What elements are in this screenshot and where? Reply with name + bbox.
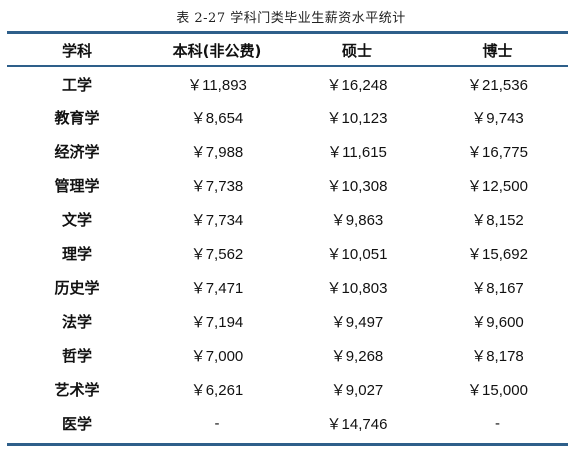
table-body: 工学 ￥11,893 ￥16,248 ￥21,536 教育学 ￥8,654 ￥1… (7, 66, 568, 440)
discipline-cell: 哲学 (61, 346, 92, 365)
discipline-cell: 艺术学 (54, 380, 100, 399)
doctor-salary-cell: ￥16,775 (467, 143, 528, 161)
bachelor-salary-cell: ￥7,471 (190, 279, 244, 297)
doctor-salary-cell: ￥8,167 (471, 279, 524, 297)
table-row: 法学 ￥7,194 ￥9,497 ￥9,600 (7, 304, 568, 338)
discipline-cell: 医学 (61, 414, 92, 433)
header-doctor: 博士 (482, 41, 513, 60)
table-row: 经济学 ￥7,988 ￥11,615 ￥16,775 (7, 134, 568, 168)
discipline-cell: 工学 (61, 75, 92, 94)
table-row: 艺术学 ￥6,261 ￥9,027 ￥15,000 (7, 372, 568, 406)
table-row: 文学 ￥7,734 ￥9,863 ￥8,152 (7, 202, 568, 236)
master-salary-cell: ￥10,803 (326, 279, 388, 297)
discipline-cell: 经济学 (54, 142, 100, 161)
bachelor-salary-cell: ￥7,734 (190, 211, 244, 229)
bachelor-salary-cell: ￥11,893 (187, 76, 247, 94)
doctor-salary-cell: ￥12,500 (467, 177, 528, 195)
table-row: 理学 ￥7,562 ￥10,051 ￥15,692 (7, 236, 568, 270)
bachelor-salary-cell: ￥8,654 (190, 109, 244, 127)
salary-table: 学科 本科(非公费) 硕士 博士 工学 ￥11,893 ￥16,248 ￥21,… (7, 34, 568, 440)
bachelor-salary-cell: ￥7,562 (190, 245, 244, 263)
bachelor-salary-cell: ￥7,738 (190, 177, 244, 195)
master-salary-cell: ￥9,863 (330, 211, 384, 229)
table-bottom-rule (7, 443, 568, 446)
bachelor-salary-cell: ￥7,194 (190, 313, 244, 331)
master-salary-cell: ￥10,051 (326, 245, 388, 263)
header-bachelor: 本科(非公费) (172, 41, 262, 60)
doctor-salary-cell: ￥15,692 (467, 245, 528, 263)
header-discipline: 学科 (61, 41, 92, 60)
bachelor-salary-cell: ￥7,000 (190, 347, 244, 365)
discipline-cell: 教育学 (54, 108, 100, 127)
discipline-cell: 历史学 (54, 278, 100, 297)
doctor-salary-cell: ￥9,600 (471, 313, 524, 331)
bachelor-salary-cell: ￥6,261 (190, 381, 244, 399)
bachelor-salary-cell: - (214, 414, 220, 432)
table-top-rule (7, 31, 568, 34)
discipline-cell: 管理学 (54, 176, 100, 195)
discipline-cell: 文学 (61, 210, 92, 229)
master-salary-cell: ￥9,268 (330, 347, 384, 365)
master-salary-cell: ￥9,027 (330, 381, 384, 399)
doctor-salary-cell: ￥8,178 (471, 347, 524, 365)
doctor-salary-cell: ￥15,000 (467, 381, 528, 399)
table-row: 医学 - ￥14,746 - (7, 406, 568, 440)
doctor-salary-cell: ￥21,536 (467, 76, 528, 94)
master-salary-cell: ￥10,123 (326, 109, 388, 127)
table-row: 哲学 ￥7,000 ￥9,268 ￥8,178 (7, 338, 568, 372)
doctor-salary-cell: ￥9,743 (471, 109, 524, 127)
table-caption: 表 2-27 学科门类毕业生薪资水平统计 (176, 11, 406, 26)
table-row: 历史学 ￥7,471 ￥10,803 ￥8,167 (7, 270, 568, 304)
table-row: 管理学 ￥7,738 ￥10,308 ￥12,500 (7, 168, 568, 202)
table-row: 工学 ￥11,893 ￥16,248 ￥21,536 (7, 66, 568, 100)
doctor-salary-cell: ￥8,152 (471, 211, 524, 229)
header-row: 学科 本科(非公费) 硕士 博士 (7, 34, 568, 66)
table-header: 学科 本科(非公费) 硕士 博士 (7, 34, 568, 66)
bachelor-salary-cell: ￥7,988 (190, 143, 244, 161)
master-salary-cell: ￥11,615 (327, 143, 387, 161)
discipline-cell: 法学 (61, 312, 92, 331)
master-salary-cell: ￥10,308 (326, 177, 388, 195)
doctor-salary-cell: - (495, 414, 500, 432)
master-salary-cell: ￥16,248 (326, 76, 388, 94)
table-row: 教育学 ￥8,654 ￥10,123 ￥9,743 (7, 100, 568, 134)
master-salary-cell: ￥9,497 (330, 313, 384, 331)
header-master: 硕士 (341, 41, 372, 60)
table-header-rule (7, 65, 568, 67)
master-salary-cell: ￥14,746 (326, 415, 388, 433)
discipline-cell: 理学 (61, 244, 92, 263)
